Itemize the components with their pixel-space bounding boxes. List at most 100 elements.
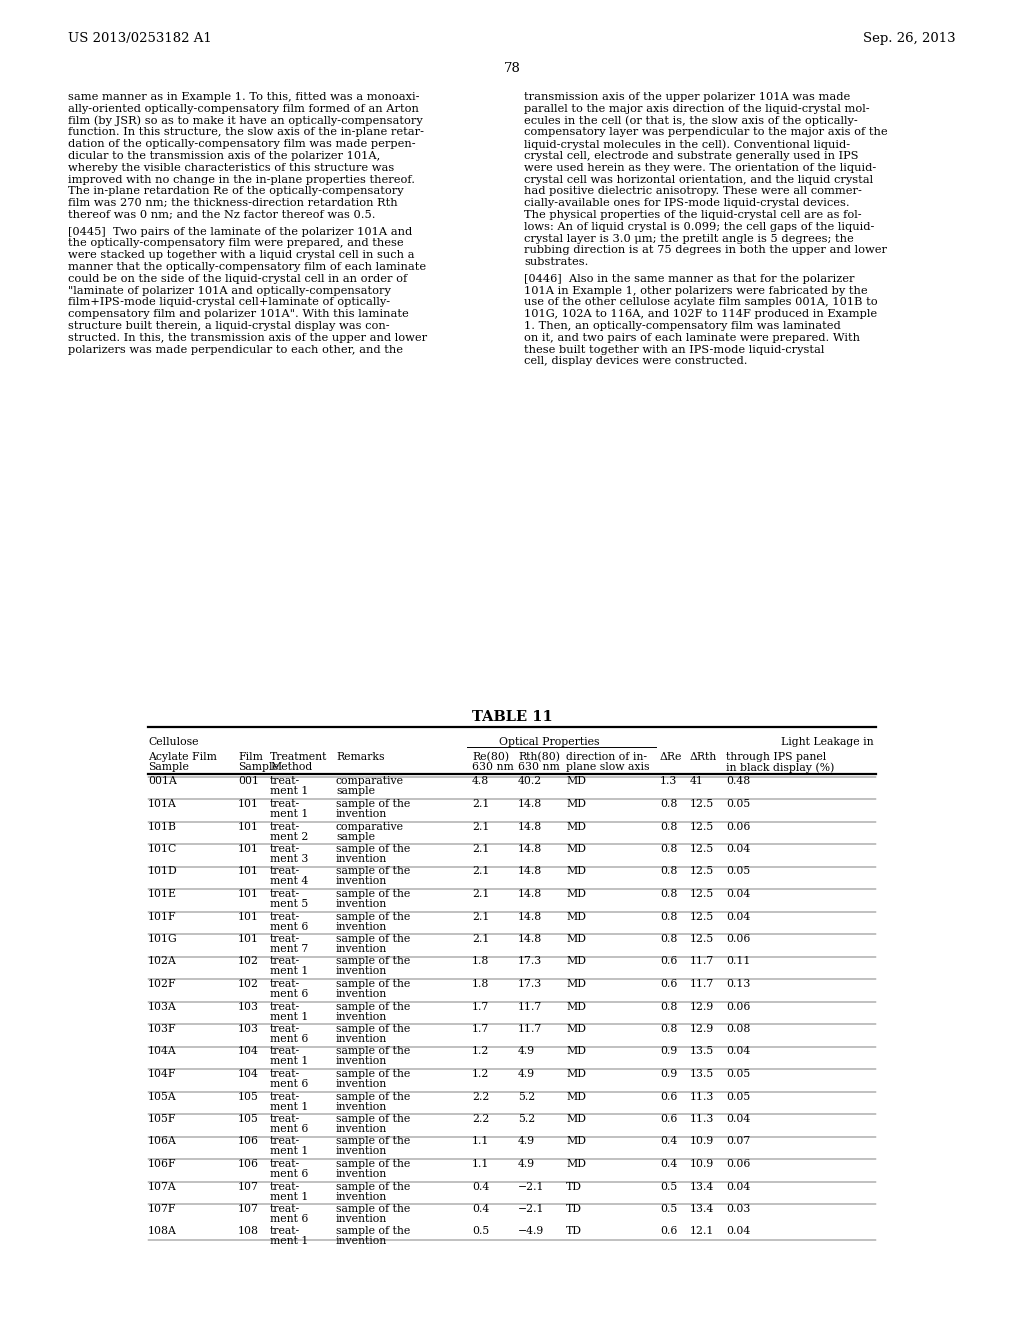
Text: 0.06: 0.06 bbox=[726, 1002, 751, 1011]
Text: MD: MD bbox=[566, 1159, 586, 1170]
Text: ment 6: ment 6 bbox=[270, 1214, 308, 1224]
Text: 0.9: 0.9 bbox=[660, 1047, 677, 1056]
Text: 0.05: 0.05 bbox=[726, 866, 751, 876]
Text: function. In this structure, the slow axis of the in-plane retar-: function. In this structure, the slow ax… bbox=[68, 128, 424, 137]
Text: sample of the: sample of the bbox=[336, 843, 411, 854]
Text: cell, display devices were constructed.: cell, display devices were constructed. bbox=[524, 356, 748, 367]
Text: ment 1: ment 1 bbox=[270, 1147, 308, 1156]
Text: 0.13: 0.13 bbox=[726, 979, 751, 989]
Text: were used herein as they were. The orientation of the liquid-: were used herein as they were. The orien… bbox=[524, 162, 877, 173]
Text: ment 1: ment 1 bbox=[270, 1056, 308, 1067]
Text: 14.8: 14.8 bbox=[518, 843, 543, 854]
Text: polarizers was made perpendicular to each other, and the: polarizers was made perpendicular to eac… bbox=[68, 345, 403, 355]
Text: 101: 101 bbox=[238, 912, 259, 921]
Text: 0.8: 0.8 bbox=[660, 799, 677, 809]
Text: sample of the: sample of the bbox=[336, 935, 411, 944]
Text: 630 nm: 630 nm bbox=[518, 762, 560, 772]
Text: 2.1: 2.1 bbox=[472, 866, 489, 876]
Text: 101E: 101E bbox=[148, 888, 177, 899]
Text: 4.8: 4.8 bbox=[472, 776, 489, 787]
Text: 2.1: 2.1 bbox=[472, 912, 489, 921]
Text: improved with no change in the in-plane properties thereof.: improved with no change in the in-plane … bbox=[68, 174, 415, 185]
Text: −2.1: −2.1 bbox=[518, 1181, 545, 1192]
Text: invention: invention bbox=[336, 1011, 387, 1022]
Text: 13.4: 13.4 bbox=[690, 1181, 715, 1192]
Text: ment 2: ment 2 bbox=[270, 832, 308, 842]
Text: invention: invention bbox=[336, 1147, 387, 1156]
Text: were stacked up together with a liquid crystal cell in such a: were stacked up together with a liquid c… bbox=[68, 249, 415, 260]
Text: rubbing direction is at 75 degrees in both the upper and lower: rubbing direction is at 75 degrees in bo… bbox=[524, 246, 887, 255]
Text: invention: invention bbox=[336, 1034, 387, 1044]
Text: TD: TD bbox=[566, 1204, 582, 1214]
Text: ment 6: ment 6 bbox=[270, 1034, 308, 1044]
Text: ment 1: ment 1 bbox=[270, 809, 308, 818]
Text: 0.08: 0.08 bbox=[726, 1024, 751, 1034]
Text: invention: invention bbox=[336, 966, 387, 977]
Text: 0.5: 0.5 bbox=[472, 1226, 489, 1237]
Text: 14.8: 14.8 bbox=[518, 888, 543, 899]
Text: 1.1: 1.1 bbox=[472, 1159, 489, 1170]
Text: 2.2: 2.2 bbox=[472, 1092, 489, 1101]
Text: MD: MD bbox=[566, 776, 586, 787]
Text: had positive dielectric anisotropy. These were all commer-: had positive dielectric anisotropy. Thes… bbox=[524, 186, 862, 197]
Text: 1.3: 1.3 bbox=[660, 776, 677, 787]
Text: 102: 102 bbox=[238, 979, 259, 989]
Text: treat-: treat- bbox=[270, 1002, 300, 1011]
Text: compensatory film and polarizer 101A". With this laminate: compensatory film and polarizer 101A". W… bbox=[68, 309, 409, 319]
Text: 2.1: 2.1 bbox=[472, 843, 489, 854]
Text: ment 4: ment 4 bbox=[270, 876, 308, 887]
Text: invention: invention bbox=[336, 1125, 387, 1134]
Text: 0.6: 0.6 bbox=[660, 1114, 677, 1125]
Text: 0.04: 0.04 bbox=[726, 1047, 751, 1056]
Text: 12.5: 12.5 bbox=[690, 935, 715, 944]
Text: The physical properties of the liquid-crystal cell are as fol-: The physical properties of the liquid-cr… bbox=[524, 210, 861, 220]
Text: invention: invention bbox=[336, 1192, 387, 1201]
Text: 12.9: 12.9 bbox=[690, 1002, 715, 1011]
Text: 2.2: 2.2 bbox=[472, 1114, 489, 1125]
Text: substrates.: substrates. bbox=[524, 257, 589, 267]
Text: treat-: treat- bbox=[270, 935, 300, 944]
Text: 13.4: 13.4 bbox=[690, 1204, 715, 1214]
Text: Sample: Sample bbox=[148, 762, 188, 772]
Text: 0.05: 0.05 bbox=[726, 1092, 751, 1101]
Text: 102: 102 bbox=[238, 957, 259, 966]
Text: 101B: 101B bbox=[148, 821, 177, 832]
Text: 0.04: 0.04 bbox=[726, 912, 751, 921]
Text: 101: 101 bbox=[238, 935, 259, 944]
Text: 101G: 101G bbox=[148, 935, 178, 944]
Text: Treatment: Treatment bbox=[270, 752, 328, 762]
Text: treat-: treat- bbox=[270, 1047, 300, 1056]
Text: 10.9: 10.9 bbox=[690, 1159, 715, 1170]
Text: MD: MD bbox=[566, 979, 586, 989]
Text: ment 6: ment 6 bbox=[270, 1125, 308, 1134]
Text: 001: 001 bbox=[238, 776, 259, 787]
Text: same manner as in Example 1. To this, fitted was a monoaxi-: same manner as in Example 1. To this, fi… bbox=[68, 92, 420, 102]
Text: 4.9: 4.9 bbox=[518, 1047, 536, 1056]
Text: treat-: treat- bbox=[270, 1181, 300, 1192]
Text: sample: sample bbox=[336, 787, 375, 796]
Text: ment 6: ment 6 bbox=[270, 989, 308, 999]
Text: 5.2: 5.2 bbox=[518, 1114, 536, 1125]
Text: 17.3: 17.3 bbox=[518, 957, 543, 966]
Text: 105A: 105A bbox=[148, 1092, 177, 1101]
Text: MD: MD bbox=[566, 1114, 586, 1125]
Text: MD: MD bbox=[566, 821, 586, 832]
Text: lows: An of liquid crystal is 0.099; the cell gaps of the liquid-: lows: An of liquid crystal is 0.099; the… bbox=[524, 222, 874, 232]
Text: invention: invention bbox=[336, 944, 387, 954]
Text: invention: invention bbox=[336, 876, 387, 887]
Text: sample of the: sample of the bbox=[336, 1069, 411, 1078]
Text: 0.4: 0.4 bbox=[472, 1181, 489, 1192]
Text: sample of the: sample of the bbox=[336, 1181, 411, 1192]
Text: Method: Method bbox=[270, 762, 312, 772]
Text: treat-: treat- bbox=[270, 1092, 300, 1101]
Text: sample of the: sample of the bbox=[336, 1159, 411, 1170]
Text: crystal cell was horizontal orientation, and the liquid crystal: crystal cell was horizontal orientation,… bbox=[524, 174, 873, 185]
Text: dicular to the transmission axis of the polarizer 101A,: dicular to the transmission axis of the … bbox=[68, 150, 380, 161]
Text: invention: invention bbox=[336, 899, 387, 909]
Text: parallel to the major axis direction of the liquid-crystal mol-: parallel to the major axis direction of … bbox=[524, 104, 869, 114]
Text: invention: invention bbox=[336, 989, 387, 999]
Text: could be on the side of the liquid-crystal cell in an order of: could be on the side of the liquid-cryst… bbox=[68, 273, 408, 284]
Text: MD: MD bbox=[566, 888, 586, 899]
Text: 0.5: 0.5 bbox=[660, 1204, 677, 1214]
Text: 14.8: 14.8 bbox=[518, 935, 543, 944]
